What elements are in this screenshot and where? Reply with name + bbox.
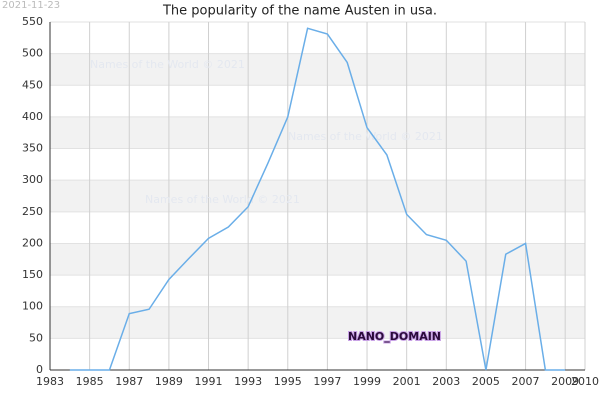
x-tick-label: 1991 — [195, 375, 223, 388]
annotation: NANO_DOMAIN — [348, 330, 441, 343]
x-tick-label: 1993 — [234, 375, 262, 388]
y-tick-label: 450 — [22, 78, 43, 91]
grid-band — [50, 243, 585, 276]
grid-band — [50, 306, 585, 339]
date-stamp: 2021-11-23 — [2, 0, 60, 11]
y-tick-label: 400 — [22, 110, 43, 123]
y-tick-label: 0 — [36, 363, 43, 376]
x-tick-label: 2001 — [393, 375, 421, 388]
y-tick-label: 500 — [22, 47, 43, 60]
watermark: Names of the World © 2021 — [90, 58, 245, 71]
x-tick-label: 1989 — [155, 375, 183, 388]
x-tick-label: 2010 — [571, 375, 599, 388]
chart-title: The popularity of the name Austen in usa… — [162, 4, 437, 19]
y-tick-label: 200 — [22, 236, 43, 249]
grid-band — [50, 116, 585, 149]
y-tick-label: 350 — [22, 142, 43, 155]
line — [69, 27, 566, 371]
x-tick-label: 1999 — [353, 375, 381, 388]
y-tick-label: 550 — [22, 15, 43, 28]
y-tick-label: 150 — [22, 268, 43, 281]
y-tick-label: 100 — [22, 300, 43, 313]
x-tick-label: 1995 — [274, 375, 302, 388]
y-tick-label: 300 — [22, 173, 43, 186]
watermark: Names of the World © 2021 — [145, 193, 300, 206]
x-tick-label: 2005 — [472, 375, 500, 388]
x-tick-label: 1997 — [313, 375, 341, 388]
grid-band — [50, 180, 585, 212]
x-tick-label: 1987 — [115, 375, 143, 388]
x-tick-label: 1983 — [36, 375, 64, 388]
y-tick-label: 250 — [22, 205, 43, 218]
watermark: Names of the World © 2021 — [288, 130, 443, 143]
y-tick-label: 50 — [29, 331, 43, 344]
x-tick-label: 2003 — [432, 375, 460, 388]
x-tick-label: 2009 — [551, 375, 579, 388]
grid-band — [50, 53, 585, 86]
x-tick-label: 1985 — [76, 375, 104, 388]
x-tick-label: 2007 — [512, 375, 540, 388]
